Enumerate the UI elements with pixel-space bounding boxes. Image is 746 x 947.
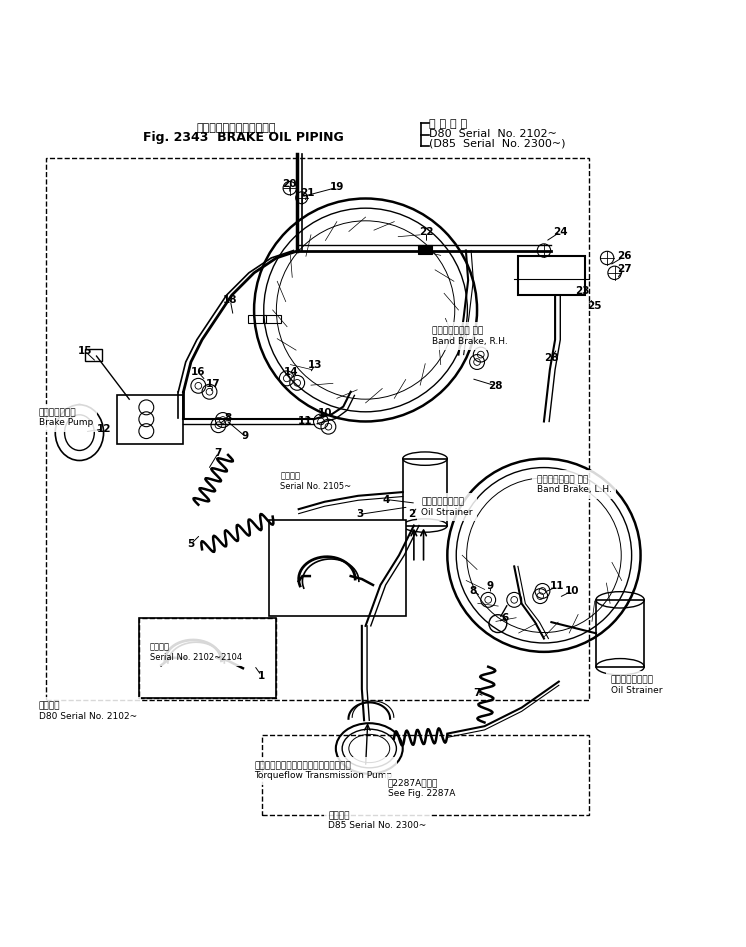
Text: 10: 10 bbox=[565, 586, 580, 596]
Bar bbox=[518, 257, 585, 295]
Text: 26: 26 bbox=[617, 252, 631, 261]
Text: 4: 4 bbox=[383, 494, 390, 505]
Text: 12: 12 bbox=[97, 424, 111, 434]
Text: オイルストレーナ
Oil Strainer: オイルストレーナ Oil Strainer bbox=[611, 675, 662, 695]
Bar bbox=[248, 315, 266, 323]
Text: 25: 25 bbox=[587, 301, 602, 312]
Bar bbox=[262, 735, 589, 815]
Text: バンドブレーキ 左側
Band Brake, L.H.: バンドブレーキ 左側 Band Brake, L.H. bbox=[536, 475, 612, 494]
Bar bbox=[269, 520, 407, 616]
Text: (D85  Serial  No. 2300~): (D85 Serial No. 2300~) bbox=[429, 138, 565, 149]
Text: 23: 23 bbox=[575, 286, 590, 296]
Text: 5: 5 bbox=[187, 539, 195, 549]
Bar bbox=[403, 458, 448, 526]
Text: 10: 10 bbox=[318, 407, 332, 418]
Text: 21: 21 bbox=[301, 188, 315, 198]
Bar bbox=[596, 599, 645, 667]
Text: 7: 7 bbox=[474, 688, 480, 698]
Text: 2: 2 bbox=[408, 509, 416, 519]
Bar bbox=[418, 245, 433, 254]
Text: 第2287A図参照
See Fig. 2287A: 第2287A図参照 See Fig. 2287A bbox=[388, 778, 455, 797]
Text: ブレーキポンプ
Brake Pump: ブレーキポンプ Brake Pump bbox=[39, 408, 93, 427]
Text: 22: 22 bbox=[419, 227, 433, 237]
Text: 6: 6 bbox=[501, 614, 509, 623]
Bar bbox=[46, 157, 589, 700]
Bar bbox=[116, 396, 184, 444]
Text: 27: 27 bbox=[617, 264, 632, 274]
Text: オイルストレーナ
Oil Strainer: オイルストレーナ Oil Strainer bbox=[421, 497, 473, 517]
Text: 9: 9 bbox=[242, 431, 248, 441]
Text: 適 用 号 機: 適 用 号 機 bbox=[429, 119, 467, 129]
Text: Fig. 2343  BRAKE OIL PIPING: Fig. 2343 BRAKE OIL PIPING bbox=[142, 131, 343, 144]
Bar bbox=[139, 617, 276, 698]
Text: 適用号機
Serial No. 2105~: 適用号機 Serial No. 2105~ bbox=[280, 472, 351, 491]
Text: 13: 13 bbox=[308, 360, 322, 370]
Text: D80  Serial  No. 2102~: D80 Serial No. 2102~ bbox=[429, 129, 557, 139]
Text: 11: 11 bbox=[298, 417, 312, 426]
Text: 18: 18 bbox=[223, 295, 237, 305]
Text: 適用号機
Serial No. 2102~2104: 適用号機 Serial No. 2102~2104 bbox=[150, 642, 242, 662]
Text: バンドブレーキ 右側
Band Brake, R.H.: バンドブレーキ 右側 Band Brake, R.H. bbox=[433, 327, 508, 346]
Bar bbox=[263, 315, 280, 323]
Text: 7: 7 bbox=[215, 448, 222, 457]
Text: 3: 3 bbox=[356, 509, 363, 519]
Text: 適用号機
D85 Serial No. 2300~: 適用号機 D85 Serial No. 2300~ bbox=[328, 811, 427, 831]
Text: 20: 20 bbox=[283, 179, 297, 188]
Bar bbox=[85, 349, 101, 361]
Text: 15: 15 bbox=[78, 346, 92, 356]
Text: 1: 1 bbox=[258, 670, 265, 681]
Text: 17: 17 bbox=[206, 380, 221, 389]
Text: 14: 14 bbox=[284, 367, 298, 378]
Text: 28: 28 bbox=[489, 381, 503, 391]
Text: 8: 8 bbox=[225, 413, 232, 422]
Text: 11: 11 bbox=[550, 581, 565, 592]
Text: 16: 16 bbox=[191, 367, 206, 378]
Bar bbox=[139, 617, 276, 698]
Text: ブレーキオイルパイピング: ブレーキオイルパイピング bbox=[197, 123, 276, 133]
Text: 28: 28 bbox=[544, 352, 559, 363]
Text: 8: 8 bbox=[470, 586, 477, 596]
Text: 適用号機
D80 Serial No. 2102~: 適用号機 D80 Serial No. 2102~ bbox=[39, 702, 137, 721]
Text: 19: 19 bbox=[330, 183, 345, 192]
Text: 24: 24 bbox=[553, 227, 568, 237]
Text: トルクフロートランスミッションポンプ
Torqueflow Transmission Pump: トルクフロートランスミッションポンプ Torqueflow Transmissi… bbox=[254, 761, 392, 780]
Text: 9: 9 bbox=[487, 581, 494, 592]
